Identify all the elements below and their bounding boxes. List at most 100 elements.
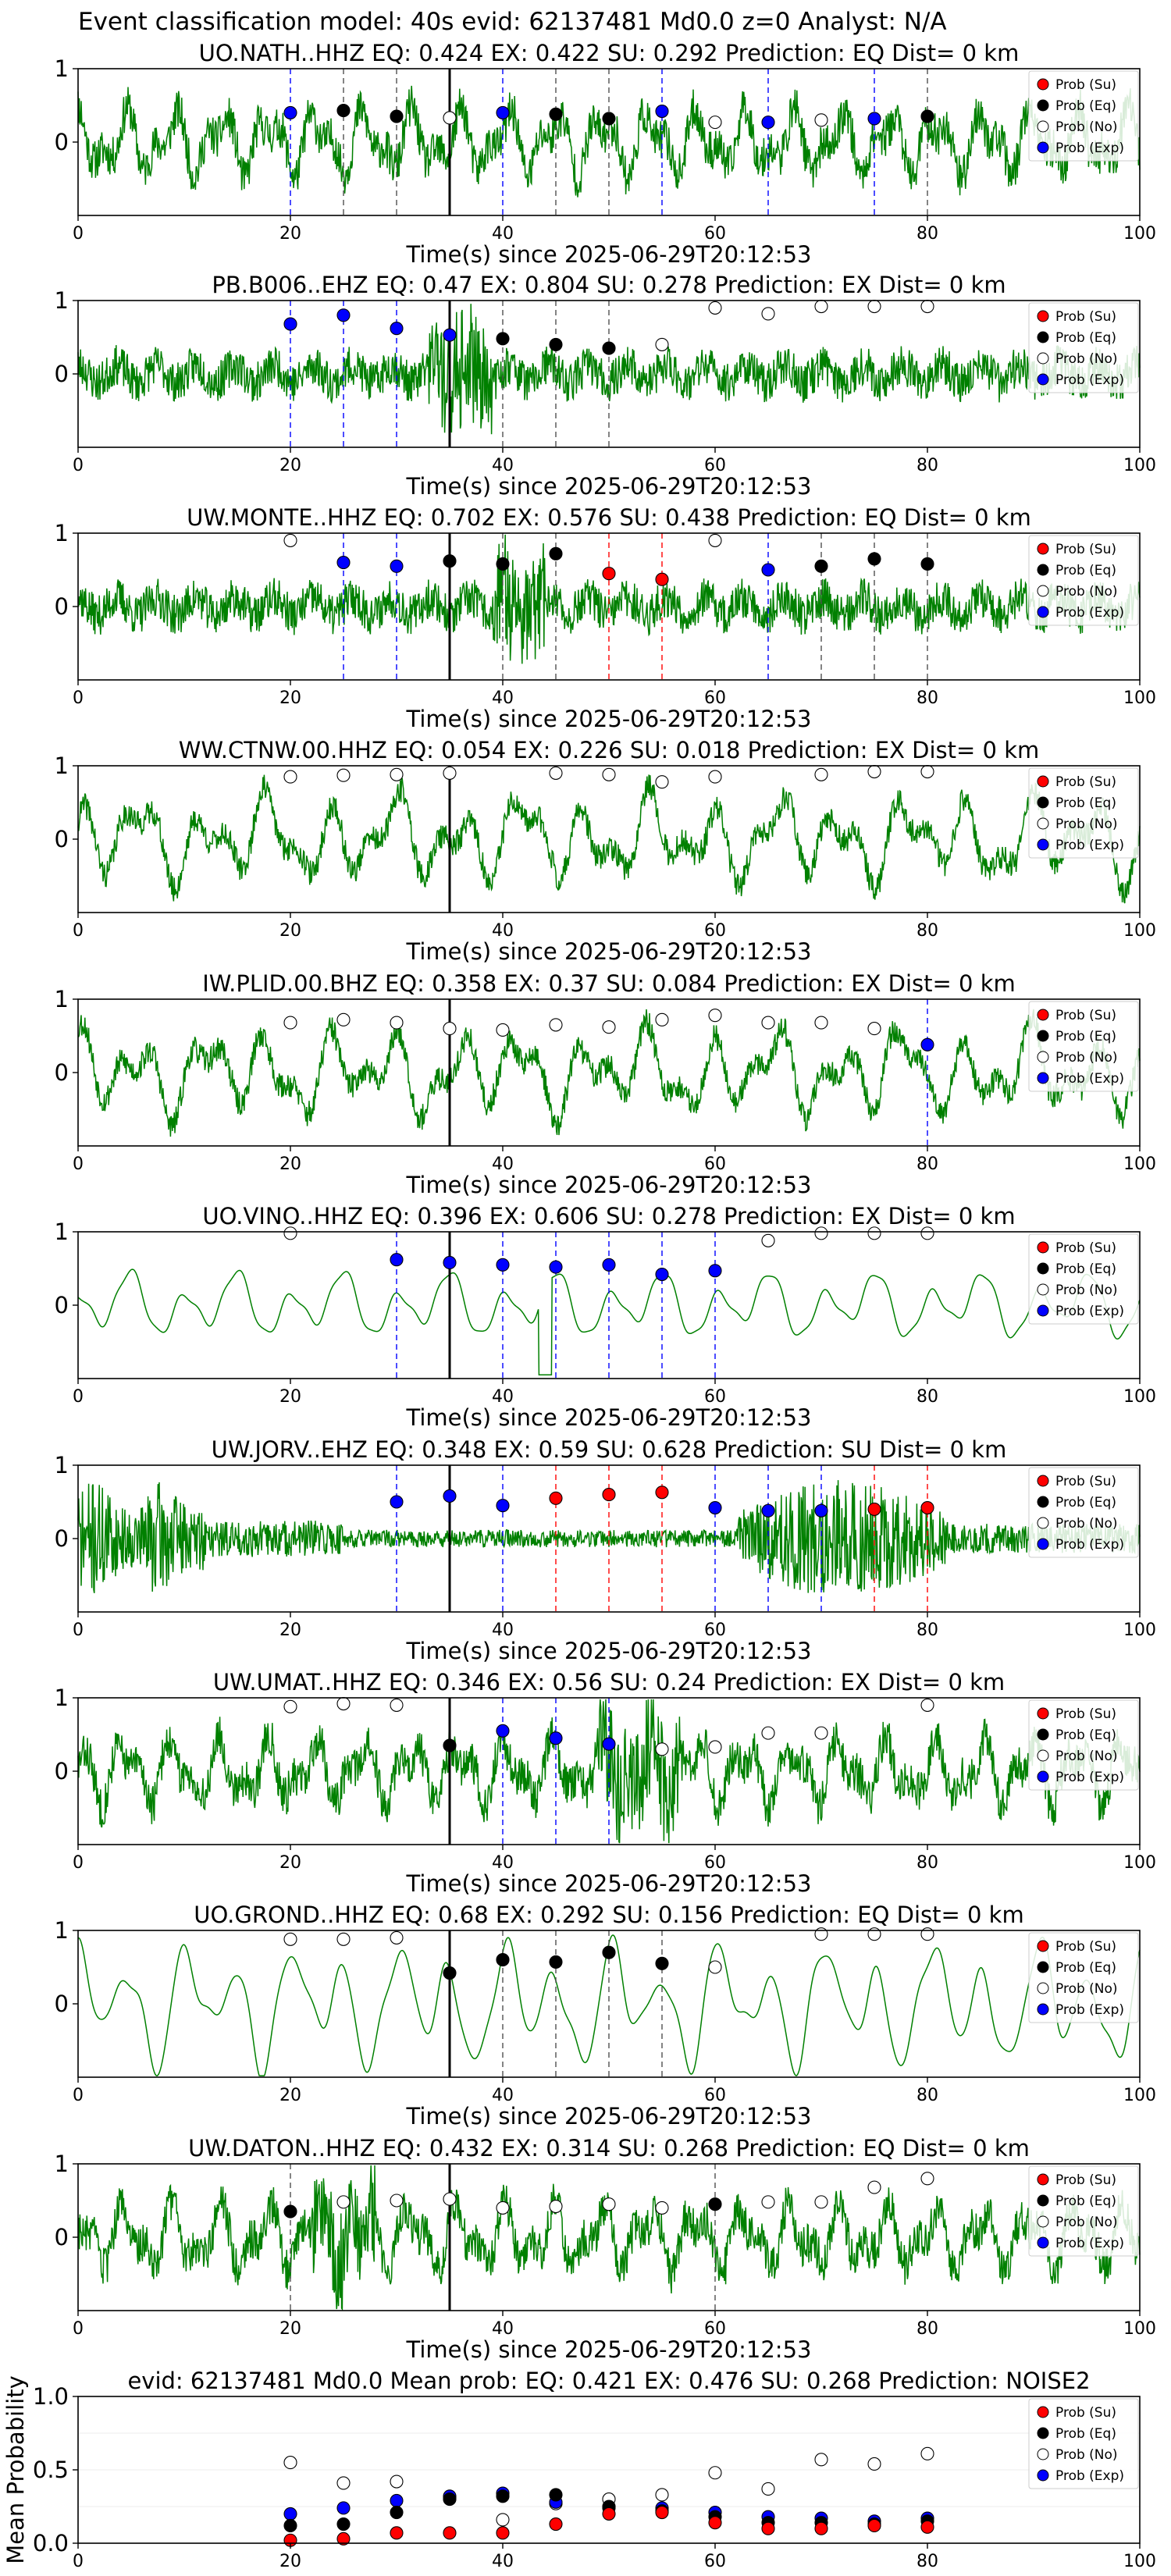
x-tick-label: 100 bbox=[1123, 921, 1156, 941]
x-tick-label: 0 bbox=[73, 1387, 84, 1407]
panel-title: UW.DATON..HHZ EQ: 0.432 EX: 0.314 SU: 0.… bbox=[188, 2135, 1030, 2161]
prob-point-exp bbox=[336, 556, 351, 570]
prob-point-eq bbox=[867, 552, 881, 566]
waveform-trace bbox=[77, 85, 1141, 197]
panel-6: UO.VINO..HHZ EQ: 0.396 EX: 0.606 SU: 0.2… bbox=[55, 1203, 1156, 1431]
prob-point-exp bbox=[867, 112, 881, 126]
legend-label: Prob (Su) bbox=[1055, 542, 1116, 557]
x-tick-label: 80 bbox=[917, 688, 938, 708]
legend-label: Prob (Eq) bbox=[1055, 563, 1116, 578]
prob-point-no bbox=[496, 1023, 510, 1037]
prob-point-exp bbox=[443, 1489, 457, 1503]
panel-10: UW.DATON..HHZ EQ: 0.432 EX: 0.314 SU: 0.… bbox=[55, 2135, 1156, 2363]
prob-point-no bbox=[655, 1012, 669, 1026]
prob-point-exp bbox=[496, 105, 510, 119]
mean-point-no bbox=[708, 2466, 722, 2480]
panel-1: UO.NATH..HHZ EQ: 0.424 EX: 0.422 SU: 0.2… bbox=[55, 40, 1156, 268]
prob-point-no bbox=[761, 307, 775, 321]
mean-point-su bbox=[390, 2526, 404, 2540]
x-tick-label: 0 bbox=[73, 2319, 84, 2339]
x-tick-label: 20 bbox=[279, 2086, 301, 2105]
legend-label: Prob (Exp) bbox=[1055, 838, 1124, 853]
prob-point-no bbox=[814, 113, 828, 127]
legend-label: Prob (Su) bbox=[1055, 2405, 1116, 2421]
x-tick-label: 60 bbox=[704, 224, 726, 244]
panel-4: WW.CTNW.00.HHZ EQ: 0.054 EX: 0.226 SU: 0… bbox=[55, 737, 1156, 965]
prob-point-exp bbox=[390, 1253, 404, 1267]
legend-label: Prob (Eq) bbox=[1055, 1029, 1116, 1044]
legend-marker bbox=[1037, 543, 1049, 555]
prob-point-su bbox=[602, 567, 616, 581]
x-axis-label: Time(s) since 2025-06-29T20:12:53 bbox=[406, 2103, 812, 2129]
mean-point-eq bbox=[443, 2492, 457, 2507]
legend-label: Prob (No) bbox=[1055, 817, 1118, 832]
legend-marker bbox=[1037, 1051, 1049, 1063]
prob-point-no bbox=[708, 116, 722, 130]
panel-9: UO.GROND..HHZ EQ: 0.68 EX: 0.292 SU: 0.1… bbox=[55, 1902, 1156, 2129]
x-tick-label: 20 bbox=[279, 688, 301, 708]
x-tick-label: 80 bbox=[917, 1853, 938, 1873]
x-tick-label: 40 bbox=[492, 1853, 514, 1873]
y-tick-label: 1 bbox=[55, 1452, 69, 1478]
prob-point-no bbox=[390, 1930, 404, 1944]
prob-point-no bbox=[708, 1960, 722, 1974]
prob-point-su bbox=[549, 1491, 563, 1505]
y-tick-label: 1 bbox=[55, 1219, 69, 1245]
prob-point-eq bbox=[443, 1966, 457, 1980]
panel-title: evid: 62137481 Md0.0 Mean prob: EQ: 0.42… bbox=[127, 2368, 1090, 2394]
prob-point-no bbox=[867, 1927, 881, 1941]
y-tick-label: 1 bbox=[55, 753, 69, 779]
mean-point-no bbox=[390, 2475, 404, 2489]
waveform-trace bbox=[77, 534, 1141, 664]
legend-marker bbox=[1037, 838, 1049, 851]
legend-label: Prob (Eq) bbox=[1055, 795, 1116, 811]
mean-point-eq bbox=[549, 2488, 563, 2502]
y-tick-label: 0 bbox=[55, 1758, 69, 1784]
prob-point-no bbox=[761, 2195, 775, 2209]
prob-point-eq bbox=[655, 1956, 669, 1970]
mean-point-no bbox=[336, 2476, 351, 2490]
legend-marker bbox=[1037, 1262, 1049, 1275]
x-tick-label: 40 bbox=[492, 921, 514, 941]
mean-point-no bbox=[814, 2453, 828, 2467]
x-tick-label: 80 bbox=[917, 2086, 938, 2105]
prob-point-no bbox=[283, 533, 297, 547]
prob-point-exp bbox=[602, 1258, 616, 1272]
waveform-trace bbox=[77, 1268, 1141, 1376]
x-tick-label: 20 bbox=[279, 2319, 301, 2339]
mean-point-no bbox=[655, 2488, 669, 2502]
y-tick-label: 0.0 bbox=[33, 2530, 69, 2556]
mean-point-eq bbox=[336, 2517, 351, 2532]
x-axis-label: Time(s) since 2025-06-29T20:12:53 bbox=[406, 1404, 812, 1431]
prob-point-no bbox=[708, 301, 722, 315]
panel-title: WW.CTNW.00.HHZ EQ: 0.054 EX: 0.226 SU: 0… bbox=[179, 737, 1040, 763]
panel-title: UO.VINO..HHZ EQ: 0.396 EX: 0.606 SU: 0.2… bbox=[202, 1203, 1015, 1229]
prob-point-no bbox=[867, 1022, 881, 1036]
prob-point-no bbox=[867, 1226, 881, 1240]
prob-point-exp bbox=[443, 1255, 457, 1270]
mean-point-no bbox=[283, 2456, 297, 2470]
prob-point-no bbox=[708, 533, 722, 547]
waveform-trace bbox=[77, 304, 1141, 435]
prob-point-no bbox=[336, 1012, 351, 1026]
legend bbox=[1028, 535, 1139, 626]
legend-marker bbox=[1037, 1304, 1049, 1317]
x-tick-label: 0 bbox=[73, 1853, 84, 1873]
legend-label: Prob (Su) bbox=[1055, 1008, 1116, 1023]
legend-label: Prob (Eq) bbox=[1055, 2194, 1116, 2209]
prob-point-exp bbox=[761, 116, 775, 130]
prob-point-no bbox=[336, 1696, 351, 1711]
prob-point-exp bbox=[549, 1731, 563, 1745]
prob-point-no bbox=[867, 299, 881, 314]
x-tick-label: 60 bbox=[704, 2319, 726, 2339]
mean-point-su bbox=[496, 2526, 510, 2540]
legend-marker bbox=[1037, 564, 1049, 576]
prob-point-no bbox=[761, 1233, 775, 1247]
y-tick-label: 0 bbox=[55, 1991, 69, 2017]
prob-point-no bbox=[920, 1226, 934, 1240]
x-tick-label: 20 bbox=[279, 1387, 301, 1407]
prob-point-su bbox=[920, 1500, 934, 1515]
mean-point-su bbox=[814, 2521, 828, 2535]
legend-marker bbox=[1037, 78, 1049, 91]
mean-point-exp bbox=[283, 2507, 297, 2521]
